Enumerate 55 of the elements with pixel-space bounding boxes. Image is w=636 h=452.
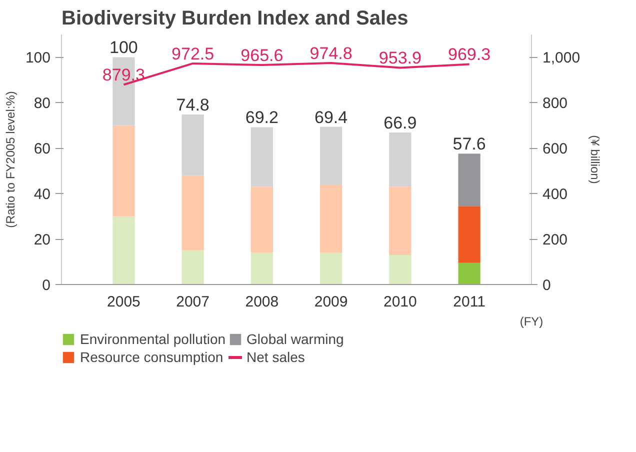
y-tick-label: 60	[34, 140, 51, 158]
bar	[250, 186, 273, 253]
legend-label: Resource consumption	[80, 349, 224, 365]
y-axis-title: (Ratio to FY2005 level:%)	[3, 91, 18, 228]
y2-tick-label: 1,000	[542, 50, 580, 67]
total-label: 57.6	[452, 134, 486, 154]
bar	[182, 250, 204, 284]
data-label: 965.6	[240, 46, 284, 66]
x-tick-label: 2005	[107, 294, 140, 310]
x-axis-title: (FY)	[520, 314, 544, 328]
bar	[182, 175, 204, 250]
data-label: 879.3	[102, 66, 145, 85]
y2-tick-label: 400	[542, 186, 568, 204]
legend-label: Environmental pollution	[80, 331, 226, 347]
data-label: 969.3	[448, 45, 491, 64]
y2-tick-label: 800	[542, 95, 568, 112]
x-tick-label: 2008	[245, 294, 279, 310]
x-tick-label: 2011	[453, 294, 486, 310]
bar	[112, 125, 135, 216]
x-tick-label: 2007	[176, 294, 210, 310]
x-tick-label: 2010	[383, 294, 417, 310]
legend-label: Global warming	[246, 331, 344, 347]
bar	[458, 262, 480, 284]
data-label: 953.9	[378, 48, 422, 68]
bar	[112, 216, 135, 284]
y2-tick-label: 200	[542, 232, 568, 249]
bar	[389, 132, 412, 187]
bar	[458, 154, 480, 206]
x-tick-label: 2009	[314, 294, 348, 310]
y2-axis-title: (¥ billion)	[588, 135, 602, 184]
bar	[389, 186, 412, 255]
bar	[458, 206, 480, 263]
y-tick-label: 80	[34, 95, 51, 112]
data-label: 974.8	[310, 44, 352, 63]
y2-tick-label: 0	[542, 277, 551, 294]
total-label: 66.9	[384, 113, 417, 132]
chart-title: Biodiversity Burden Index and Sales	[62, 8, 408, 30]
bar	[389, 254, 412, 284]
data-label: 972.5	[172, 44, 214, 64]
y-tick-label: 40	[34, 186, 51, 204]
total-label: 74.8	[176, 96, 210, 114]
total-label: 69.2	[245, 108, 278, 128]
total-label: 69.4	[314, 108, 348, 127]
total-label: 100	[110, 38, 138, 58]
bar	[320, 126, 342, 184]
y-tick-label: 0	[42, 277, 50, 294]
bar	[320, 252, 342, 284]
bar	[320, 184, 342, 253]
y-tick-label: 20	[34, 232, 51, 249]
y2-tick-label: 600	[542, 140, 568, 158]
y-tick-label: 100	[25, 50, 51, 67]
bar	[250, 127, 273, 187]
bar	[182, 114, 204, 176]
legend-label: Net sales	[246, 349, 305, 365]
bar	[250, 252, 273, 284]
